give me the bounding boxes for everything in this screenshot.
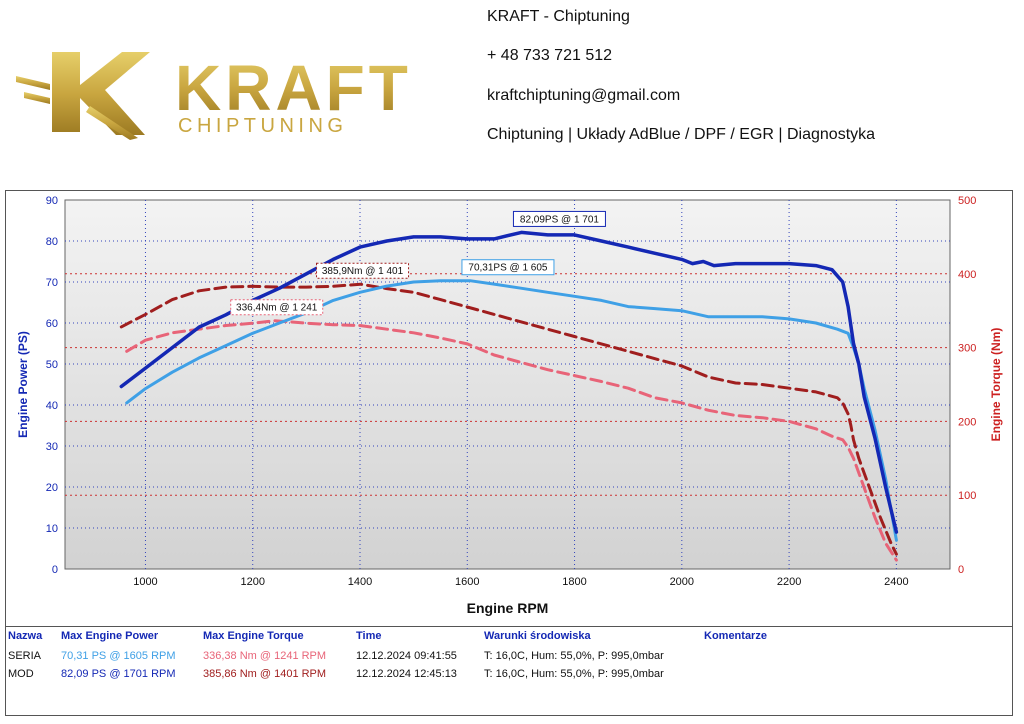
y-left-tick-label: 60 [46,318,58,330]
annotation-label: 82,09PS @ 1 701 [520,214,600,225]
annotation-box [512,210,606,227]
results-table: Nazwa Max Engine Power Max Engine Torque… [5,626,1013,716]
row-conditions: T: 16,0C, Hum: 55,0%, P: 995,0mbar [484,668,664,680]
y-right-tick-label: 0 [958,564,964,576]
series-line-seria-torque [125,319,898,562]
row-power: 82,09 PS @ 1701 RPM [61,668,176,680]
y-left-tick-label: 30 [46,441,58,453]
y-left-tick-label: 70 [46,277,58,289]
annotation-box [461,259,555,276]
row-time: 12.12.2024 09:41:55 [356,650,457,662]
y-left-tick-label: 50 [46,359,58,371]
annotation-label: 70,31PS @ 1 605 [468,263,548,274]
series-line-mod-power [119,230,899,534]
row-name: MOD [8,668,34,680]
x-tick-label: 2400 [884,576,908,588]
y-left-tick-label: 10 [46,523,58,535]
x-tick-label: 1200 [240,576,264,588]
series-line-mod-torque [119,282,898,556]
phone-number[interactable]: + 48 733 721 512 [487,47,613,64]
header-power: Max Engine Power [61,630,159,642]
annotation-box [230,299,324,316]
series-line-seria-power [125,279,898,542]
logo-subtitle: CHIPTUNING [178,115,347,137]
y-right-tick-label: 100 [958,490,976,502]
x-tick-label: 1600 [455,576,479,588]
row-time: 12.12.2024 12:45:13 [356,668,457,680]
y-left-tick-label: 20 [46,482,58,494]
email-address[interactable]: kraftchiptuning@gmail.com [487,87,681,104]
y-right-tick-label: 500 [958,195,976,207]
header-time: Time [356,630,382,642]
row-power: 70,31 PS @ 1605 RPM [61,650,176,662]
x-tick-label: 2200 [777,576,801,588]
annotation-box [316,262,410,279]
y-right-axis-title: Engine Torque (Nm) [989,328,1003,442]
x-tick-label: 1400 [348,576,372,588]
row-torque: 385,86 Nm @ 1401 RPM [203,668,327,680]
y-left-tick-label: 40 [46,400,58,412]
header-conditions: Warunki środowiska [484,630,591,642]
y-left-tick-label: 80 [46,236,58,248]
company-name: KRAFT - Chiptuning [487,8,630,25]
y-right-tick-label: 400 [958,269,976,281]
services-line: Chiptuning | Układy AdBlue / DPF / EGR |… [487,126,876,143]
annotation-label: 385,9Nm @ 1 401 [322,266,404,277]
annotation-label: 336,4Nm @ 1 241 [236,303,318,314]
x-axis-title: Engine RPM [467,600,549,616]
kraft-logo: KRAFT CHIPTUNING [16,52,412,140]
y-left-tick-label: 0 [52,564,58,576]
x-tick-label: 1800 [562,576,586,588]
k-emblem-icon [16,52,150,140]
row-torque: 336,38 Nm @ 1241 RPM [203,650,327,662]
y-left-tick-label: 90 [46,195,58,207]
x-tick-label: 2000 [670,576,694,588]
dyno-chart: 1000 1200 1400 1600 1800 2000 2200 240001020304… [16,195,1003,616]
header-name: Nazwa [8,630,43,642]
header-comments: Komentarze [704,630,767,642]
logo-word: KRAFT [175,52,412,124]
row-name: SERIA [8,650,42,662]
y-right-tick-label: 200 [958,416,976,428]
plot-area [64,199,951,570]
x-tick-label: 1000 [133,576,157,588]
y-left-axis-title: Engine Power (PS) [16,331,30,438]
header-torque: Max Engine Torque [203,630,304,642]
row-conditions: T: 16,0C, Hum: 55,0%, P: 995,0mbar [484,650,664,662]
y-right-tick-label: 300 [958,343,976,355]
